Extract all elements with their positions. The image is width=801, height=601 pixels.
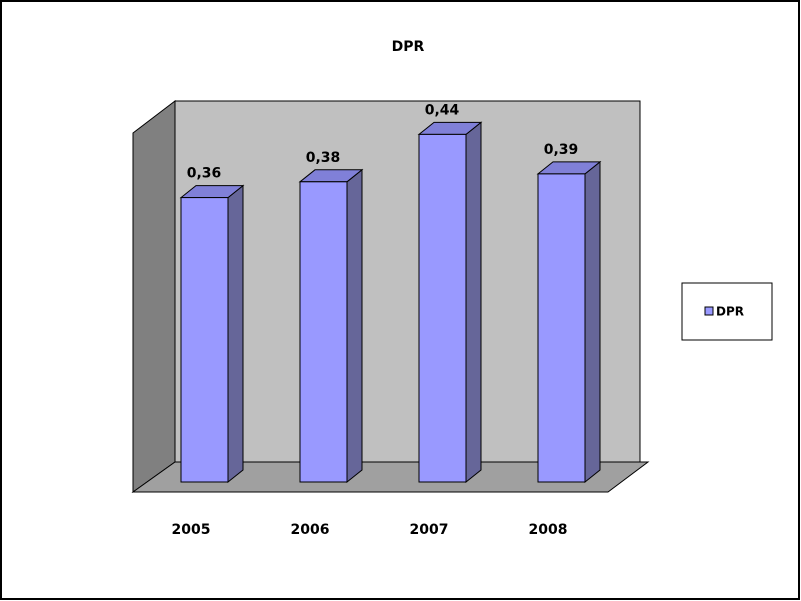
x-tick-label: 2008 xyxy=(529,522,568,538)
bar-side xyxy=(227,184,244,484)
bar-side xyxy=(465,121,482,484)
bar xyxy=(299,181,348,483)
bar xyxy=(180,197,229,483)
x-tick-label: 2006 xyxy=(291,522,330,538)
floor xyxy=(131,461,650,493)
x-tick-label: 2005 xyxy=(172,522,211,538)
value-label: 0,38 xyxy=(306,150,341,166)
x-tick-label: 2007 xyxy=(410,522,449,538)
value-label: 0,36 xyxy=(187,166,222,182)
legend-swatch xyxy=(704,306,714,316)
bar-side xyxy=(346,168,363,484)
value-label: 0,39 xyxy=(544,142,579,158)
legend-label: DPR xyxy=(716,305,744,319)
chart-title: DPR xyxy=(392,39,425,55)
bar-side xyxy=(584,160,601,484)
side-wall xyxy=(132,99,176,493)
value-label: 0,44 xyxy=(425,102,460,118)
bar xyxy=(418,133,467,483)
legend xyxy=(681,282,773,341)
bar xyxy=(537,173,586,483)
